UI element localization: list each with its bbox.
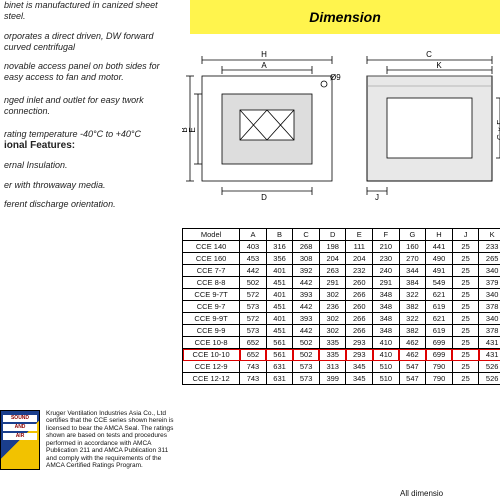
col-b: B	[266, 229, 293, 241]
svg-text:A: A	[261, 61, 267, 70]
col-c: C	[293, 229, 320, 241]
dimension-note: All dimensio	[400, 489, 443, 498]
col-h: H	[426, 229, 453, 241]
table-row: CCE 9-7T57240139330226634832262125340	[183, 289, 500, 301]
table-row: CCE 12-974363157331334551054779025526	[183, 361, 500, 373]
svg-text:H: H	[261, 50, 267, 59]
svg-text:Ø9: Ø9	[330, 73, 341, 82]
intro-p2: orporates a direct driven, DW forward cu…	[4, 31, 179, 54]
dimension-table: ModelABCDEFGHJK CCE 14040331626819811121…	[182, 228, 500, 385]
table-row: CCE 12-1274363157339934551054779025526	[183, 373, 500, 385]
table-row: CCE 9-757345144223626034838261925378	[183, 301, 500, 313]
dimension-banner: Dimension	[190, 0, 500, 34]
optional-features-header: ional Features:	[4, 140, 179, 153]
svg-text:K: K	[436, 61, 442, 70]
table-header-row: ModelABCDEFGHJK	[183, 229, 500, 241]
col-f: F	[373, 229, 400, 241]
table-row: CCE 16045335630820420423027049025265	[183, 253, 500, 265]
bullet-3: rating temperature -40°C to +40°C	[4, 129, 179, 140]
amca-text: Kruger Ventilation Industries Asia Co., …	[46, 410, 175, 470]
table-row: CCE 8-850245144229126029138454925379	[183, 277, 500, 289]
col-e: E	[346, 229, 373, 241]
col-model: Model	[183, 229, 240, 241]
bullet-1: novable access panel on both sides for e…	[4, 61, 179, 84]
col-j: J	[452, 229, 479, 241]
col-d: D	[319, 229, 346, 241]
bullet-2: nged inlet and outlet for easy twork con…	[4, 95, 179, 118]
feature-3: ferent discharge orientation.	[4, 199, 179, 210]
col-g: G	[399, 229, 426, 241]
col-k: K	[479, 229, 500, 241]
amca-block: SOUND AND AIR Kruger Ventilation Industr…	[0, 410, 175, 470]
svg-text:J: J	[375, 193, 379, 202]
col-a: A	[240, 229, 267, 241]
table-row: CCE 10-1065256150233529341046269925431	[183, 349, 500, 361]
svg-text:G × F: G × F	[496, 120, 500, 140]
svg-text:D: D	[261, 193, 267, 202]
left-text-column: binet is manufactured in canized sheet s…	[4, 0, 179, 218]
amca-logo: SOUND AND AIR	[0, 410, 40, 470]
feature-1: ernal Insulation.	[4, 160, 179, 171]
feature-2: er with throwaway media.	[4, 180, 179, 191]
dimension-drawings: H A Ø9 B E D C	[182, 44, 500, 209]
intro-p1: binet is manufactured in canized sheet s…	[4, 0, 179, 23]
table-row: CCE 9-957345144230226634838261925378	[183, 325, 500, 337]
dimension-banner-title: Dimension	[309, 9, 381, 25]
table-row: CCE 7-744240139226323224034449125340	[183, 265, 500, 277]
dimension-table-wrap: ModelABCDEFGHJK CCE 14040331626819811121…	[182, 228, 500, 385]
table-row: CCE 10-865256150233529341046269925431	[183, 337, 500, 349]
svg-text:C: C	[426, 50, 432, 59]
table-row: CCE 9-9T57240139330226634832262125340	[183, 313, 500, 325]
svg-text:E: E	[188, 127, 197, 132]
table-row: CCE 14040331626819811121016044125233	[183, 241, 500, 253]
